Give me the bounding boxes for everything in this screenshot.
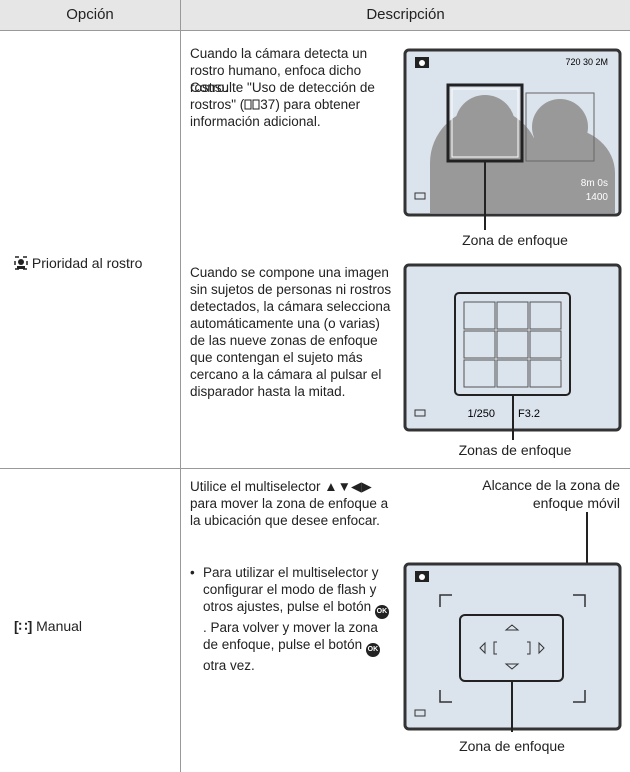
header-description: Descripción xyxy=(181,0,630,30)
figure-caption: Alcance de la zona de enfoque móvil xyxy=(482,477,620,511)
text: 37) para obtener información adicional. xyxy=(190,97,361,129)
option-cell: Prioridad al rostro xyxy=(14,255,142,271)
option-label: Manual xyxy=(36,618,83,634)
figure-caption: Zonas de enfoque xyxy=(458,442,572,458)
text: . Para volver y mover la zona de enfoque… xyxy=(203,620,378,652)
ok-icon: OK xyxy=(374,605,389,619)
paragraph: Consulte "Uso de detección de rostros" (… xyxy=(190,79,395,130)
column-divider xyxy=(180,0,181,772)
screen-text: 1/250 xyxy=(467,408,495,420)
face-icon xyxy=(14,256,28,270)
option-cell: [∷] Manual xyxy=(14,618,82,635)
header-option: Opción xyxy=(0,0,180,30)
screen-text: F3.2 xyxy=(518,408,540,420)
ok-icon: OK xyxy=(365,643,380,657)
screen-illustration xyxy=(403,512,622,732)
bullet-item: • Para utilizar el multiselector y config… xyxy=(190,565,389,673)
figure-caption: Zona de enfoque xyxy=(462,232,568,248)
screen-text: 720 30 2M xyxy=(565,57,608,67)
paragraph: Cuando la cámara detecta un rostro human… xyxy=(190,46,368,95)
screen-text: 1400 xyxy=(586,192,609,203)
paragraph: Utilice el multiselector ▲▼◀▶ para mover… xyxy=(190,479,389,528)
text: otra vez. xyxy=(203,658,255,673)
text: Para utilizar el multiselector y configu… xyxy=(203,565,379,614)
text: Consulte "Uso de detección de rostros" ( xyxy=(190,80,375,112)
screen-text: 8m 0s xyxy=(581,178,608,189)
screen-illustration: 720 30 2M 8m 0s 1400 xyxy=(403,48,622,230)
row-line xyxy=(0,468,630,469)
figure-caption: Zona de enfoque xyxy=(459,738,565,754)
option-icon: [∷] xyxy=(14,618,33,634)
paragraph: Cuando se compone una imagen sin sujetos… xyxy=(190,265,392,399)
book-icon xyxy=(244,99,260,110)
option-label: Prioridad al rostro xyxy=(31,255,143,271)
row-line xyxy=(0,30,630,31)
screen-illustration: 1/250 F3.2 xyxy=(403,263,622,440)
